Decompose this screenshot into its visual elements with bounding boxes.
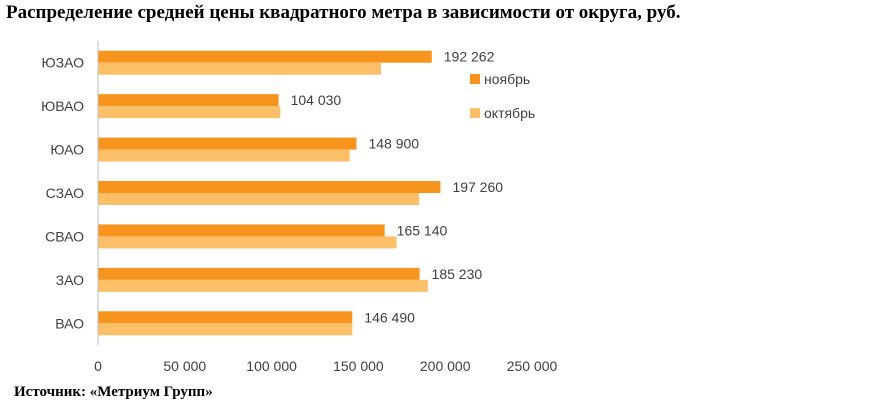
category-label: ЗАО <box>56 272 84 288</box>
bars-group <box>98 50 441 336</box>
bar-октябрь-СВАО <box>98 236 397 249</box>
x-tick-label: 0 <box>94 358 102 374</box>
legend: ноябрь октябрь <box>470 71 535 121</box>
source-note: Источник: «Метриум Групп» <box>14 384 213 400</box>
bar-октябрь-СЗАО <box>98 193 420 205</box>
x-tick-label: 200 000 <box>420 358 471 374</box>
x-tick-label: 150 000 <box>333 358 384 374</box>
data-label: 146 490 <box>364 309 415 325</box>
legend-label: ноябрь <box>484 71 530 87</box>
bar-ноябрь-ЮАО <box>98 137 357 150</box>
category-label: ЮАО <box>50 142 84 158</box>
bar-октябрь-ЮАО <box>98 149 350 162</box>
data-label: 148 900 <box>368 136 419 152</box>
x-axis: 0 50 000 100 000 150 000 200 000 250 000 <box>94 41 558 374</box>
bar-ноябрь-СЗАО <box>98 181 441 193</box>
x-tick-label: 100 000 <box>246 358 297 374</box>
data-labels: 192 262 104 030 148 900 197 260 165 140 185 2… <box>291 49 504 326</box>
category-label: ЮВАО <box>41 98 84 114</box>
data-label: 192 262 <box>444 49 495 65</box>
bar-ноябрь-ВАО <box>98 311 353 324</box>
bar-октябрь-ЮЗАО <box>98 62 381 75</box>
bar-ноябрь-СВАО <box>98 224 385 237</box>
x-tick-label: 250 000 <box>507 358 558 374</box>
x-tick-label: 50 000 <box>163 358 206 374</box>
data-label: 104 030 <box>291 92 342 108</box>
legend-swatch-ноябрь <box>470 74 480 84</box>
bar-ноябрь-ЮЗАО <box>98 50 432 63</box>
bar-октябрь-ЗАО <box>98 279 428 292</box>
category-label: СВАО <box>45 228 84 244</box>
data-label: 197 260 <box>452 179 503 195</box>
bar-ноябрь-ЗАО <box>98 267 420 280</box>
data-label: 165 140 <box>397 222 448 238</box>
category-label: ЮЗАО <box>41 55 84 71</box>
legend-swatch-октябрь <box>470 108 480 118</box>
category-labels: ЮЗАО ЮВАО ЮАО СЗАО СВАО ЗАО ВАО <box>41 55 84 332</box>
bar-ноябрь-ЮВАО <box>98 94 279 107</box>
chart-title: Распределение средней цены квадратного м… <box>6 2 681 23</box>
legend-label: октябрь <box>484 105 535 121</box>
bar-октябрь-ВАО <box>98 323 353 336</box>
category-label: ВАО <box>55 315 84 331</box>
bar-октябрь-ЮВАО <box>98 106 281 119</box>
category-label: СЗАО <box>46 185 84 201</box>
data-label: 185 230 <box>432 266 483 282</box>
